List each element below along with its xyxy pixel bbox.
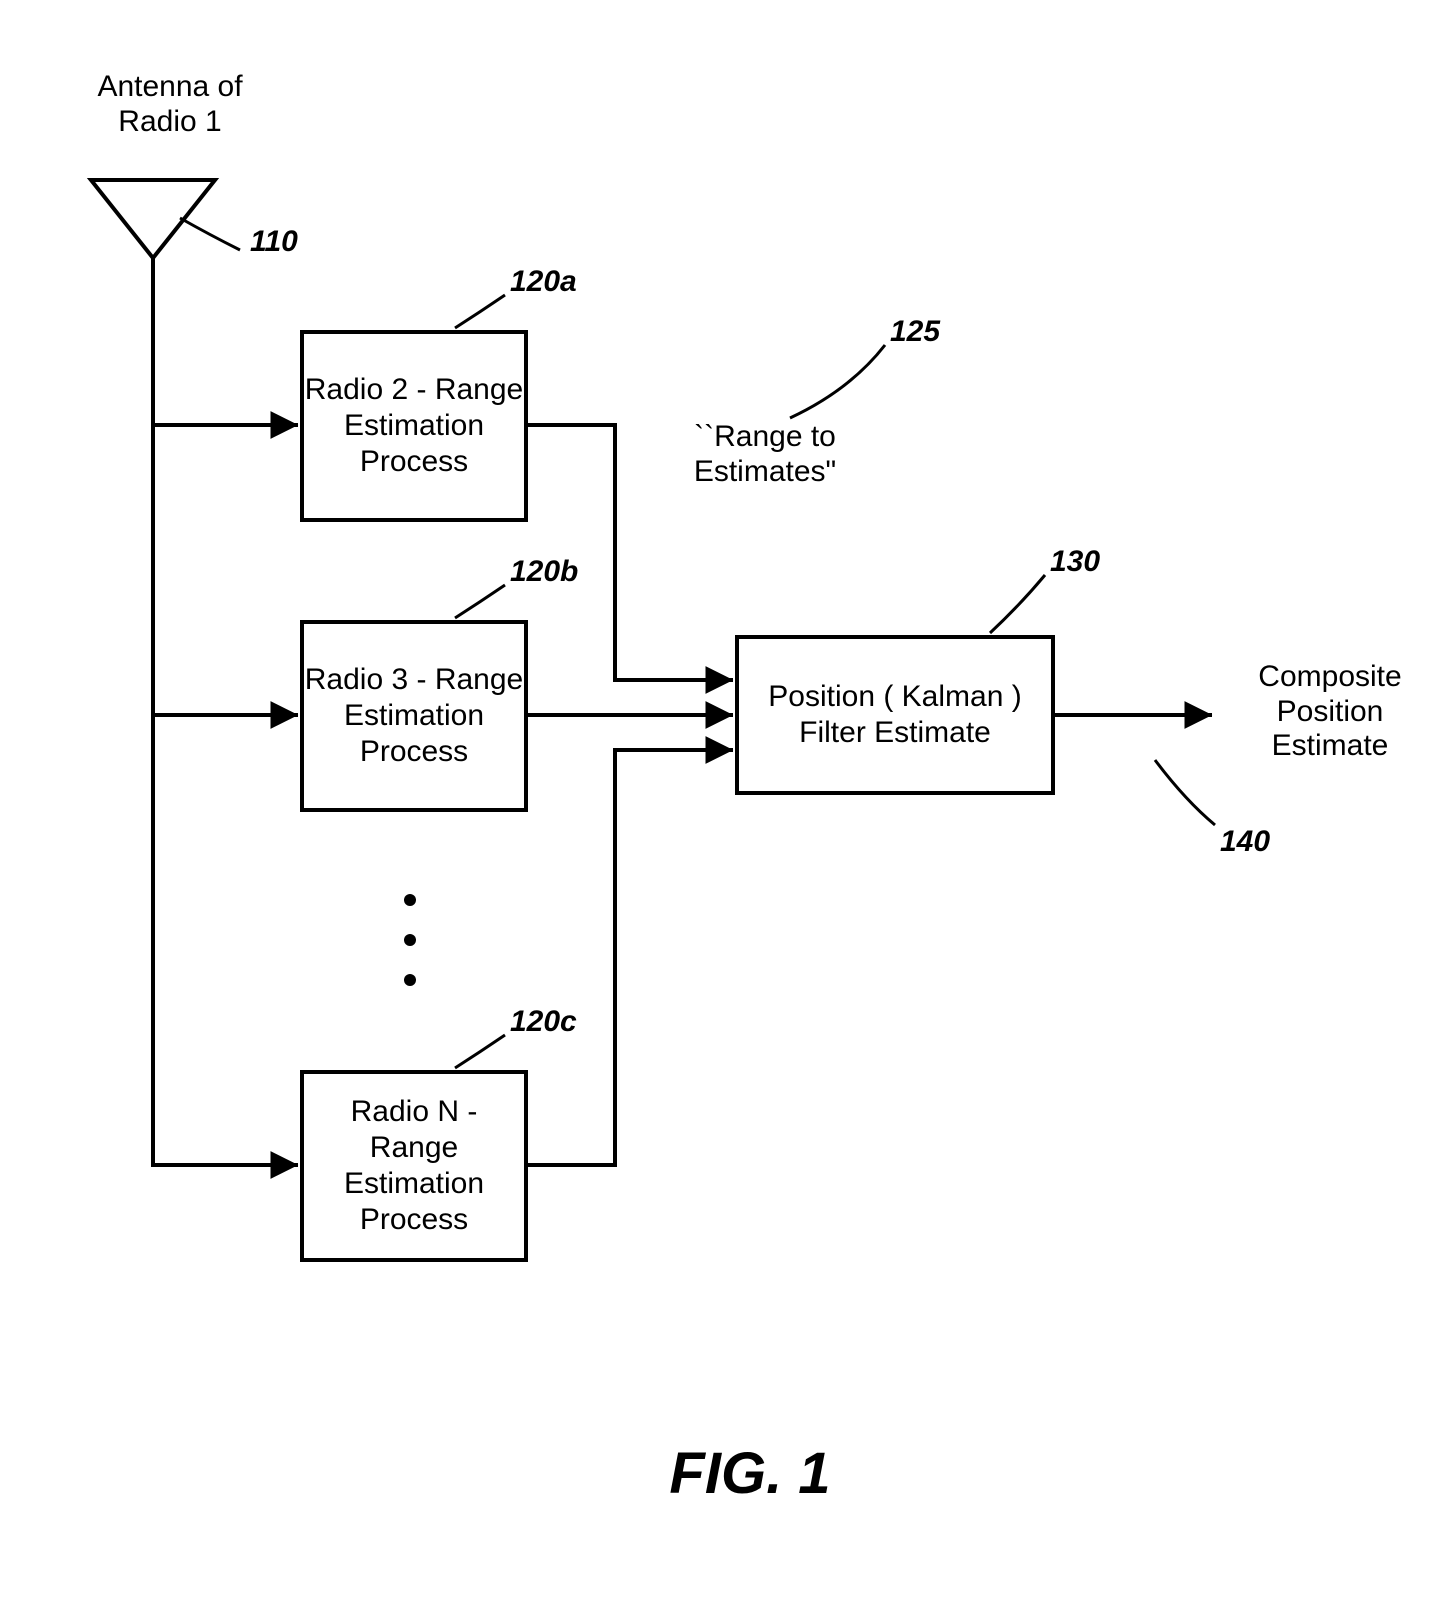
antenna-label: Antenna of Radio 1 (70, 70, 270, 139)
ref-140: 140 (1220, 825, 1270, 860)
ref-120b: 120b (510, 555, 578, 590)
ref-110: 110 (250, 225, 298, 260)
range-estimates-label: ``Range to Estimates" (640, 420, 890, 489)
process-box-b: Radio 3 - Range Estimation Process (300, 620, 528, 812)
figure-caption: FIG. 1 (550, 1440, 950, 1507)
ref-125: 125 (890, 315, 940, 350)
ref-120c: 120c (510, 1005, 577, 1040)
process-box-a: Radio 2 - Range Estimation Process (300, 330, 528, 522)
ref-120a: 120a (510, 265, 577, 300)
kalman-filter-box: Position ( Kalman ) Filter Estimate (735, 635, 1055, 795)
ref-130: 130 (1050, 545, 1100, 580)
process-box-c: Radio N - Range Estimation Process (300, 1070, 528, 1262)
output-label: Composite Position Estimate (1225, 660, 1435, 764)
